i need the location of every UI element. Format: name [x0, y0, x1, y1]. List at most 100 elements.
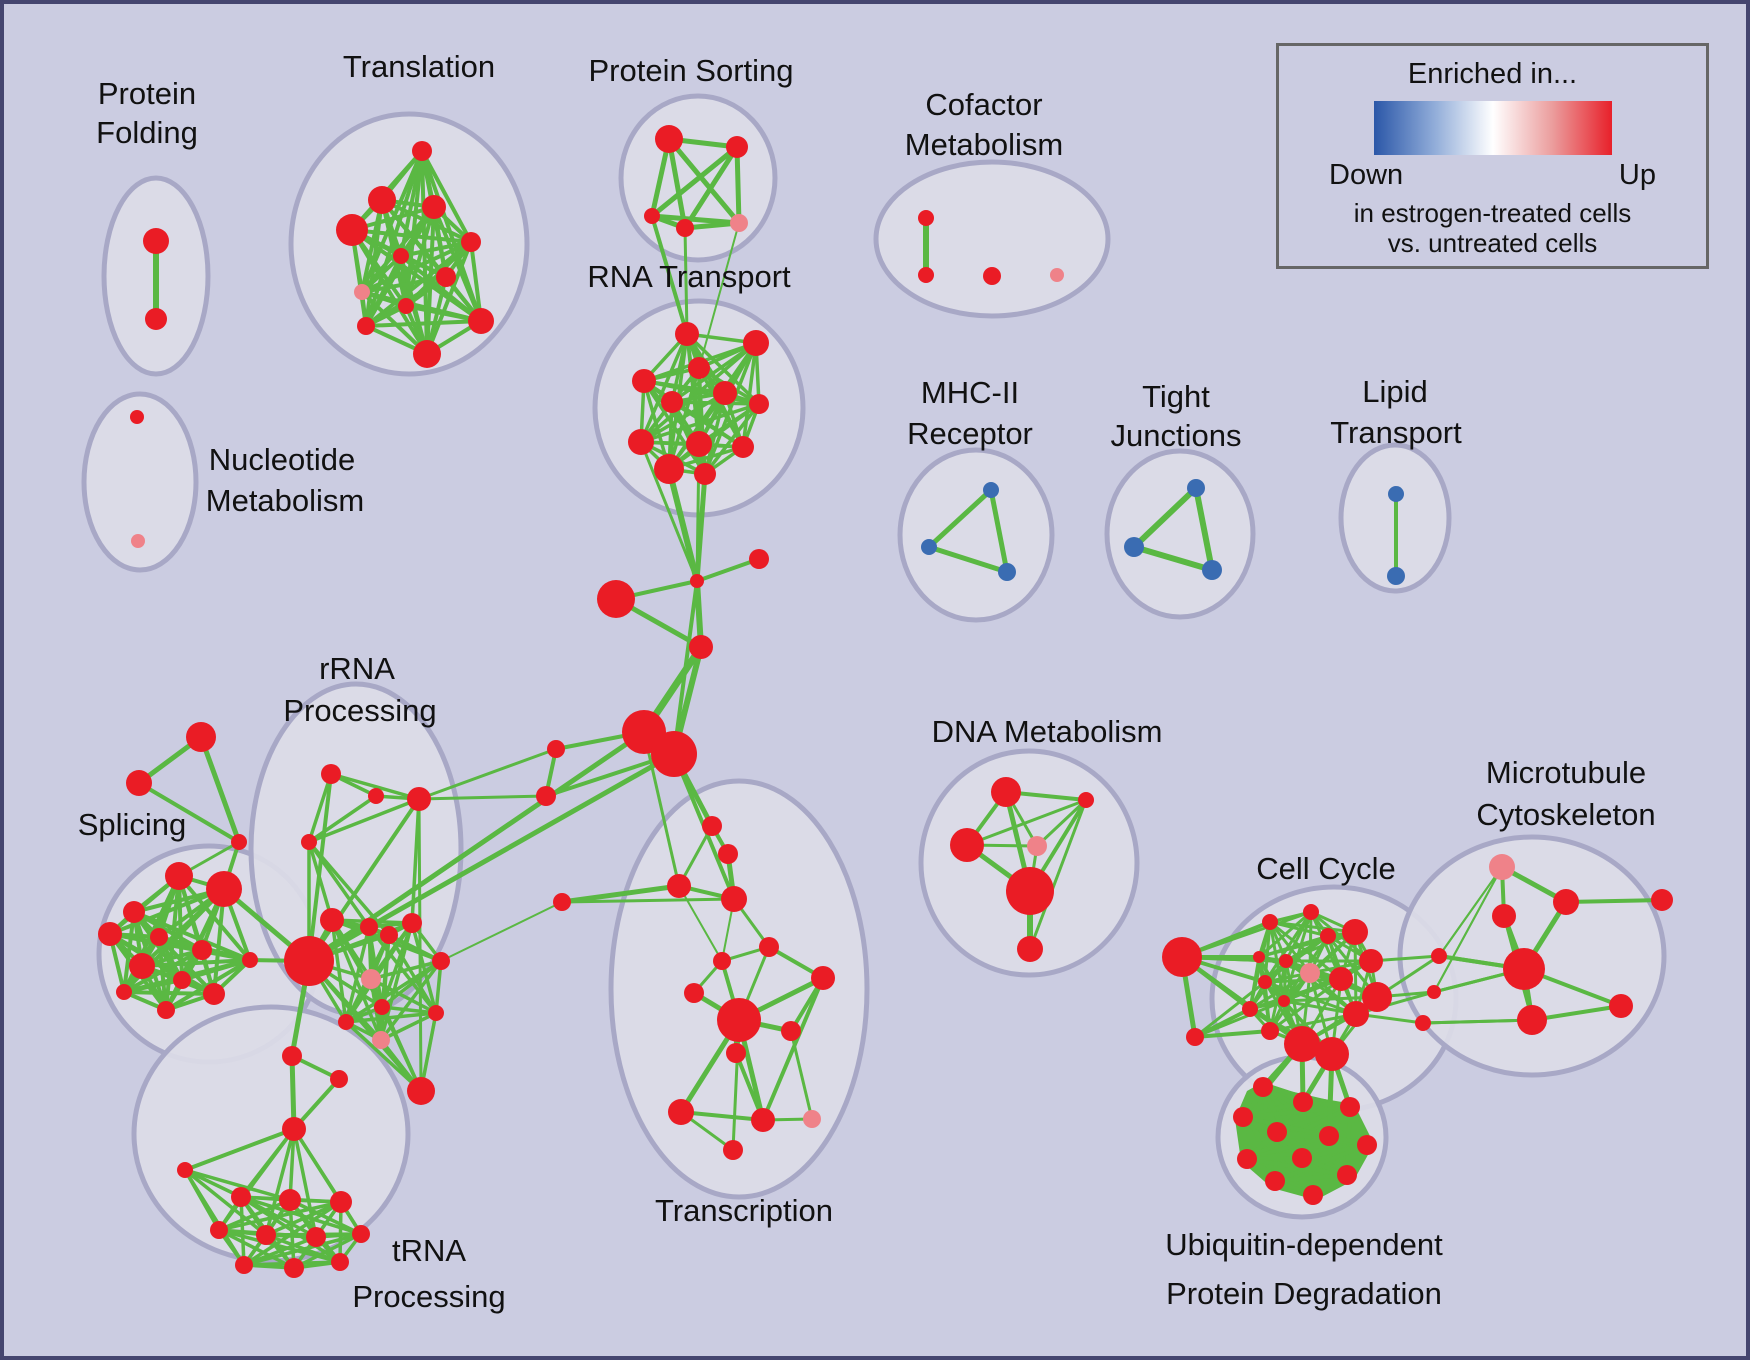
node — [918, 267, 934, 283]
cluster-microtubule-cytoskeleton-label: Microtubule — [1486, 755, 1646, 790]
edge — [307, 797, 421, 963]
legend-down-label: Down — [1329, 159, 1404, 191]
edge — [329, 772, 421, 801]
node — [1303, 904, 1319, 920]
node — [667, 874, 691, 898]
node — [1293, 1092, 1313, 1112]
node — [1319, 1126, 1339, 1146]
node — [921, 539, 937, 555]
node — [413, 340, 441, 368]
cluster-protein-sorting-label: Protein Sorting — [588, 53, 793, 88]
node — [1415, 1015, 1431, 1031]
edge — [1564, 898, 1664, 904]
node — [402, 913, 422, 933]
node — [422, 195, 446, 219]
node — [983, 482, 999, 498]
edge — [417, 797, 423, 1093]
legend-caption-line2: vs. untreated cells — [1387, 228, 1598, 258]
edge — [685, 332, 761, 406]
node — [354, 284, 370, 300]
edge — [667, 391, 727, 471]
node — [256, 1225, 276, 1245]
node — [721, 886, 747, 912]
node — [690, 574, 704, 588]
node — [360, 918, 378, 936]
cluster-translation-label: Translation — [343, 49, 495, 84]
node — [1329, 967, 1353, 991]
edge — [1193, 485, 1215, 573]
node — [301, 834, 317, 850]
node — [131, 534, 145, 548]
edge — [183, 1168, 292, 1202]
node — [1006, 867, 1054, 915]
edge — [469, 240, 483, 323]
node — [432, 952, 450, 970]
node — [1292, 1148, 1312, 1168]
node — [1279, 954, 1293, 968]
edge — [198, 734, 242, 845]
node — [1303, 1185, 1323, 1205]
cluster-labels-layer: Protein Folding Translation Protein Sorting… — [78, 49, 1656, 1314]
node — [368, 788, 384, 804]
node — [1162, 937, 1202, 977]
edge — [1131, 485, 1199, 550]
node — [726, 136, 748, 158]
node — [1202, 560, 1222, 580]
edge — [307, 840, 334, 922]
node — [983, 267, 1001, 285]
cluster-trna-processing-label: tRNA — [392, 1233, 466, 1268]
node — [357, 317, 375, 335]
edge — [1257, 910, 1313, 959]
node — [811, 966, 835, 990]
node — [1253, 951, 1265, 963]
legend-gradient-bar — [1373, 101, 1612, 155]
edge — [417, 747, 558, 801]
node — [676, 219, 694, 237]
edge — [695, 557, 761, 583]
cluster-nucleotide-metabolism-label: Nucleotide — [209, 442, 355, 477]
edge — [1257, 930, 1357, 959]
node — [655, 125, 683, 153]
node — [628, 429, 654, 455]
cluster-microtubule-cytoskeleton-label: Cytoskeleton — [1476, 797, 1655, 832]
edge — [1263, 977, 1343, 984]
node — [1427, 985, 1441, 999]
node — [374, 999, 390, 1015]
cluster-cofactor-metabolism-label: Cofactor — [925, 87, 1042, 122]
node — [536, 786, 556, 806]
node — [1258, 975, 1272, 989]
edge — [122, 990, 216, 996]
node — [1651, 889, 1673, 911]
node — [320, 908, 344, 932]
node — [749, 549, 769, 569]
node — [1342, 919, 1368, 945]
cluster-mhc-ii-receptor-label: Receptor — [907, 416, 1033, 451]
node — [950, 828, 984, 862]
node — [1492, 904, 1516, 928]
node — [173, 971, 191, 989]
edge — [288, 1198, 363, 1236]
legend-scale: Down Up — [1279, 159, 1706, 192]
edge — [926, 487, 994, 550]
edge — [369, 959, 443, 981]
node — [675, 322, 699, 346]
edge — [307, 772, 333, 963]
node — [1553, 889, 1579, 915]
node — [210, 1221, 228, 1239]
node — [547, 740, 565, 758]
node — [781, 1021, 801, 1041]
edge — [399, 240, 473, 258]
node — [130, 410, 144, 424]
edge — [1438, 866, 1503, 957]
node — [116, 984, 132, 1000]
edge — [1421, 1018, 1534, 1025]
edge — [380, 1005, 423, 1093]
edge — [425, 240, 473, 356]
node — [1233, 1107, 1253, 1127]
cluster-protein-folding-label: Protein — [98, 76, 196, 111]
cluster-mhc-ii-receptor-label: MHC-II — [921, 375, 1019, 410]
edge — [1268, 1012, 1358, 1033]
node — [398, 298, 414, 314]
node — [1320, 928, 1336, 944]
node — [143, 228, 169, 254]
